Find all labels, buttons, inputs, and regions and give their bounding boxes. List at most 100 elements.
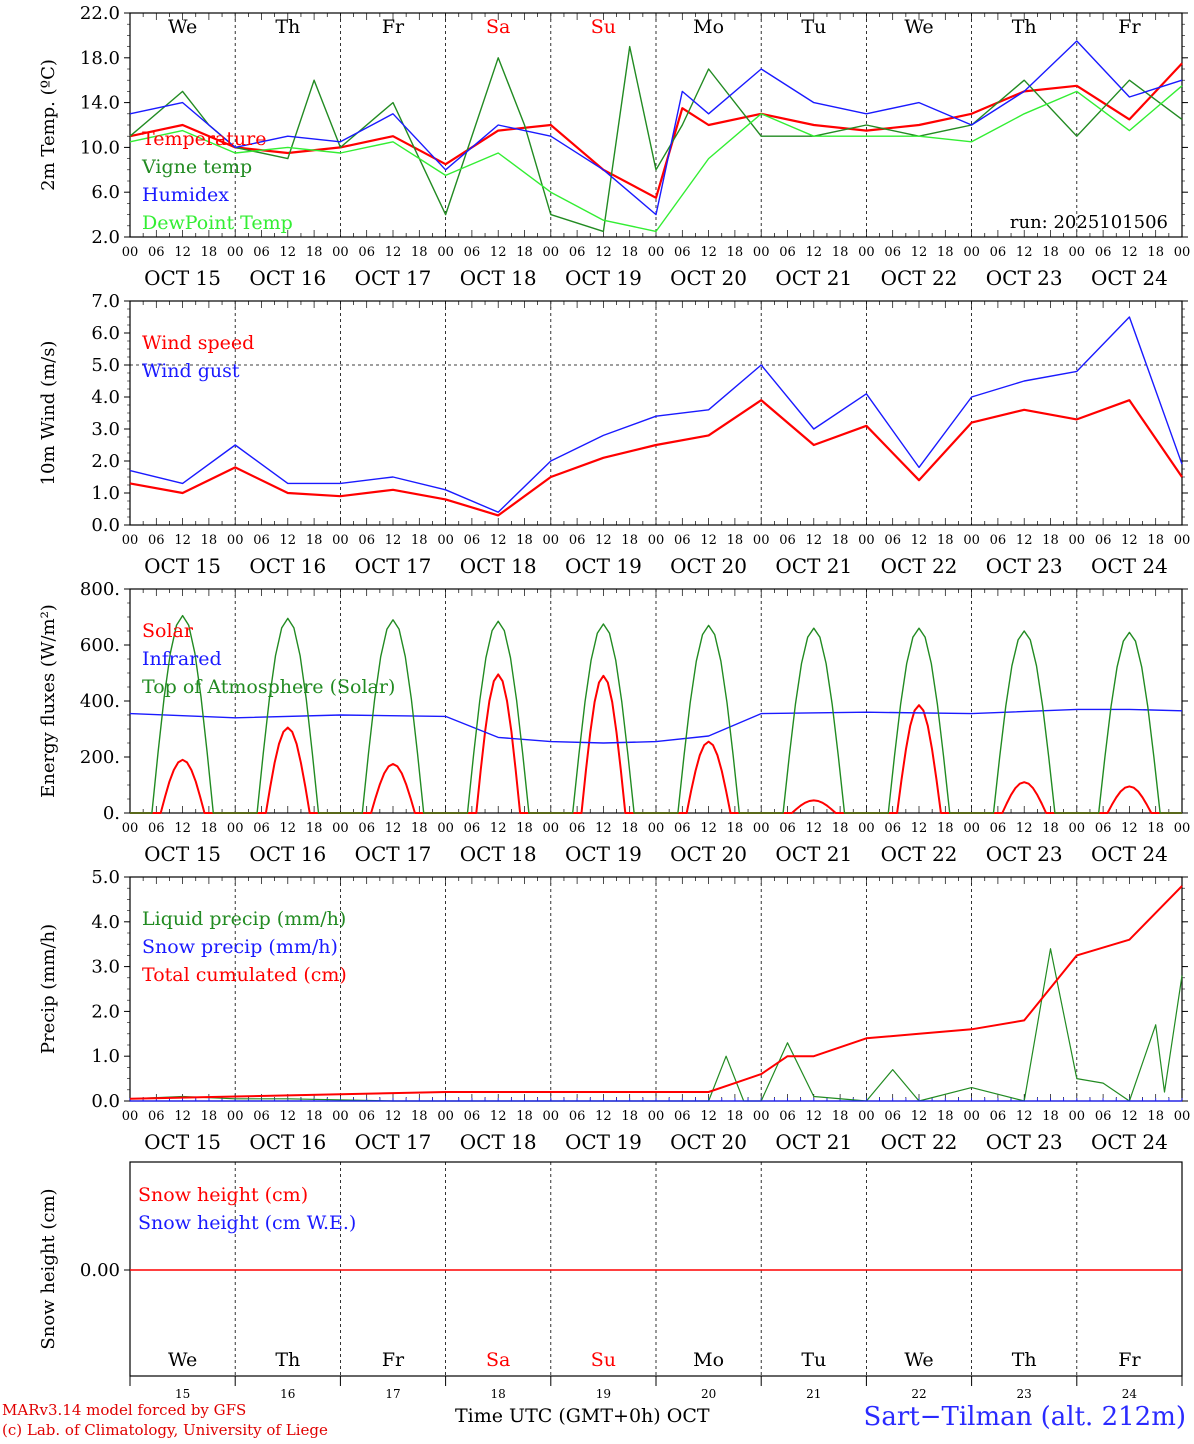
day-number-label: 20 (701, 1387, 716, 1401)
hour-tick-label: 00 (122, 245, 139, 260)
y-tick-label: 4.0 (91, 387, 120, 408)
day-number-label: 18 (491, 1387, 506, 1401)
hour-tick-label: 06 (1095, 245, 1112, 260)
hour-tick-label: 18 (1042, 245, 1059, 260)
hour-tick-label: 18 (306, 1109, 323, 1124)
hour-tick-label: 00 (543, 245, 560, 260)
hour-tick-label: 06 (779, 245, 796, 260)
y-tick-label: 10.0 (80, 137, 120, 158)
hour-tick-label: 18 (621, 1109, 638, 1124)
hour-tick-label: 00 (227, 1109, 244, 1124)
hour-tick-label: 00 (437, 1109, 454, 1124)
hour-tick-label: 06 (569, 821, 586, 836)
y-tick-label: 3.0 (91, 957, 120, 978)
panel-4: 00 06 12 18 00 06 12 18 00 06 12 18 00 06 12 18 00 06 12 18… (38, 867, 1190, 1154)
legend-entry: Liquid precip (mm/h) (142, 908, 346, 930)
y-tick-label: 5.0 (91, 867, 120, 888)
hour-tick-label: 18 (516, 533, 533, 548)
date-label: OCT 20 (670, 554, 747, 578)
date-label: OCT 20 (670, 266, 747, 290)
hour-tick-label: 06 (990, 533, 1007, 548)
weekday-label: Fr (382, 1349, 405, 1371)
hour-tick-label: 12 (385, 821, 402, 836)
hour-tick-label: 00 (858, 1109, 875, 1124)
hour-tick-label: 06 (464, 245, 481, 260)
hour-tick-label: 00 (858, 821, 875, 836)
y-tick-label: 2.0 (91, 451, 120, 472)
legend-entry: Infrared (142, 648, 222, 670)
hour-tick-label: 12 (1016, 1109, 1033, 1124)
date-label: OCT 21 (775, 842, 852, 866)
hour-tick-label: 12 (911, 1109, 928, 1124)
hour-tick-label: 06 (569, 533, 586, 548)
hour-tick-label: 12 (1121, 533, 1138, 548)
date-label: OCT 15 (144, 554, 221, 578)
hour-tick-label: 18 (201, 1109, 218, 1124)
hour-tick-label: 06 (148, 533, 165, 548)
weekday-label: Mo (693, 1349, 724, 1371)
hour-tick-label: 00 (1069, 533, 1086, 548)
date-label: OCT 17 (355, 1130, 432, 1154)
hour-tick-label: 12 (385, 533, 402, 548)
hour-tick-label: 06 (779, 533, 796, 548)
hour-tick-label: 00 (963, 533, 980, 548)
hour-tick-label: 12 (490, 821, 507, 836)
date-label: OCT 21 (775, 554, 852, 578)
hour-tick-label: 12 (806, 245, 823, 260)
hour-tick-label: 00 (227, 245, 244, 260)
hour-tick-label: 18 (937, 245, 954, 260)
station-label: Sart−Tilman (alt. 212m) (863, 1402, 1186, 1432)
y-tick-label: 400. (80, 691, 120, 712)
hour-tick-label: 00 (648, 533, 665, 548)
run-annotation: run: 2025101506 (1010, 212, 1168, 233)
hour-tick-label: 00 (1069, 821, 1086, 836)
hour-tick-label: 12 (174, 533, 191, 548)
hour-tick-label: 12 (1121, 245, 1138, 260)
hour-tick-label: 06 (569, 245, 586, 260)
hour-tick-label: 12 (595, 245, 612, 260)
weekday-label: Fr (1118, 16, 1141, 38)
day-number-label: 23 (1017, 1387, 1032, 1401)
hour-tick-label: 12 (385, 245, 402, 260)
legend-entry: Snow height (cm W.E.) (138, 1212, 356, 1234)
legend-entry: Vigne temp (141, 156, 252, 178)
y-tick-label: 6.0 (91, 182, 120, 203)
hour-tick-label: 12 (280, 245, 297, 260)
hour-tick-label: 12 (280, 533, 297, 548)
date-label: OCT 22 (881, 266, 958, 290)
hour-tick-label: 00 (753, 245, 770, 260)
hour-tick-label: 06 (569, 1109, 586, 1124)
weekday-label: Th (1012, 16, 1037, 38)
hour-tick-label: 06 (779, 821, 796, 836)
hour-tick-label: 18 (937, 821, 954, 836)
hour-tick-label: 18 (832, 821, 849, 836)
weekday-label: Mo (693, 16, 724, 38)
date-label: OCT 16 (249, 1130, 326, 1154)
hour-tick-label: 06 (253, 1109, 270, 1124)
panel-2: 00 06 12 18 00 06 12 18 00 06 12 18 00 06 12 18 00 06 12 18… (38, 291, 1190, 578)
series-line (129, 45, 1183, 233)
hour-tick-label: 00 (332, 245, 349, 260)
date-label: OCT 18 (460, 1130, 537, 1154)
day-number-label: 21 (806, 1387, 821, 1401)
date-label: OCT 23 (986, 1130, 1063, 1154)
date-label: OCT 17 (355, 842, 432, 866)
panel-5: 0.00 Snow height (cm) Snow height (cm) Snow… (38, 1161, 1183, 1401)
weekday-label: Sa (486, 16, 510, 38)
hour-tick-label: 18 (516, 821, 533, 836)
panel-3: 00 06 12 18 00 06 12 18 00 06 12 18 00 06 12 18 00 06 12 18… (38, 579, 1190, 866)
hour-tick-label: 12 (1016, 533, 1033, 548)
hour-tick-label: 12 (911, 821, 928, 836)
hour-tick-label: 00 (543, 1109, 560, 1124)
hour-tick-label: 00 (1174, 245, 1191, 260)
hour-tick-label: 12 (595, 533, 612, 548)
hour-tick-label: 12 (806, 533, 823, 548)
hour-tick-label: 18 (1042, 821, 1059, 836)
hour-tick-label: 06 (148, 821, 165, 836)
hour-tick-label: 18 (832, 1109, 849, 1124)
hour-tick-label: 18 (516, 1109, 533, 1124)
hour-tick-label: 12 (174, 245, 191, 260)
weekday-label: Su (591, 1349, 616, 1371)
day-number-label: 16 (280, 1387, 295, 1401)
